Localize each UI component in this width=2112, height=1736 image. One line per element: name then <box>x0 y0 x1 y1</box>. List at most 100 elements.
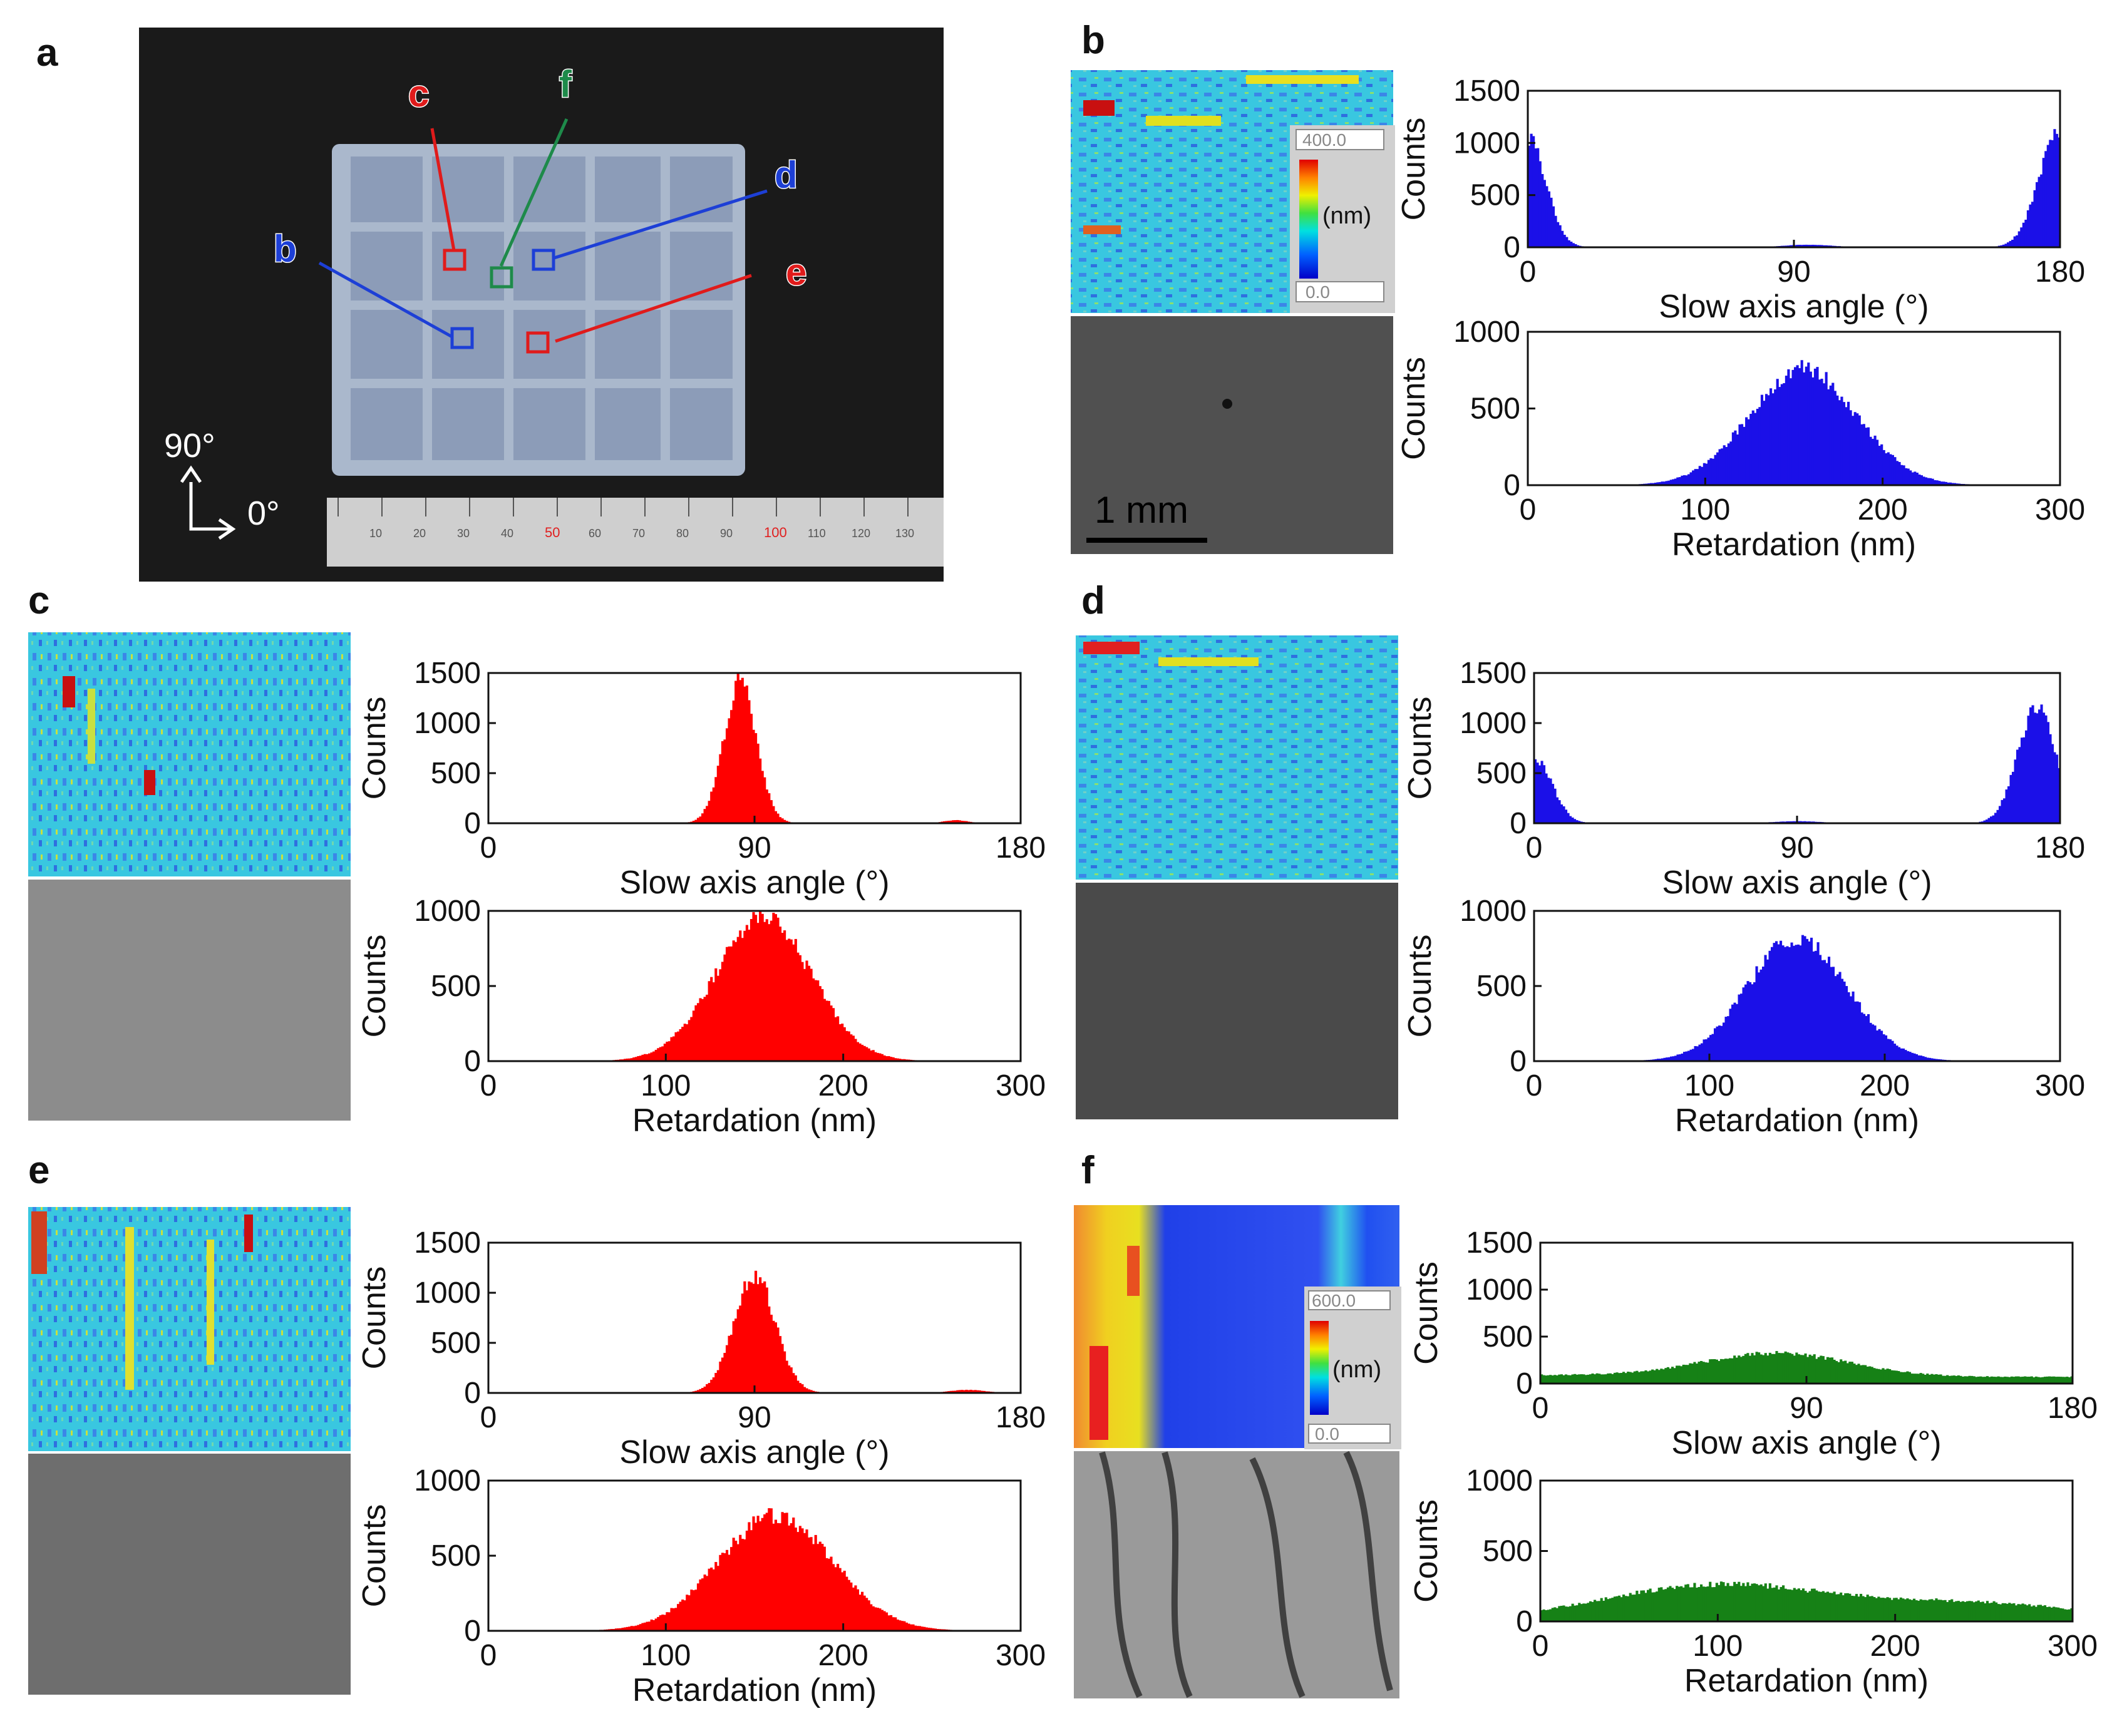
y-tick-label: 0 <box>1516 1367 1533 1400</box>
histogram-bar <box>714 1562 718 1631</box>
histogram-bar <box>2026 1377 2029 1384</box>
histogram-bar <box>1797 821 1800 823</box>
histogram-bar <box>1840 396 1843 485</box>
histogram-bar <box>2037 177 2041 247</box>
histogram-bar <box>1574 1374 1577 1384</box>
histogram-bar <box>1528 145 1531 247</box>
histogram-bar <box>1669 1369 1672 1384</box>
histogram-bar <box>1556 797 1559 823</box>
histogram-bar <box>2054 1607 2058 1621</box>
histogram-bar <box>1691 1364 1694 1384</box>
histogram-bar <box>761 1518 764 1631</box>
histogram-bar <box>1809 245 1812 247</box>
y-tick-label: 500 <box>1470 179 1520 212</box>
histogram-bar <box>621 1628 624 1631</box>
histogram-bar <box>2032 1377 2036 1384</box>
histogram-bar <box>1550 197 1553 247</box>
x-tick-label: 300 <box>2035 493 2085 526</box>
histogram-bar <box>690 1590 693 1631</box>
histogram-bar <box>1542 1375 1545 1384</box>
ruler-label: 130 <box>895 527 914 540</box>
histogram-bar <box>919 1626 922 1631</box>
histogram-bar <box>1726 1583 1729 1621</box>
histogram-bar <box>1966 1376 1969 1384</box>
histogram-bar <box>981 1390 984 1393</box>
histogram-bar <box>803 1533 806 1631</box>
histogram-bar <box>1949 482 1952 485</box>
histogram-bar <box>2053 1606 2056 1621</box>
histogram-bar <box>723 1553 726 1631</box>
marker-label-c: c <box>408 73 429 115</box>
histogram-bar <box>1532 136 1535 247</box>
histogram-bar <box>2061 1608 2064 1621</box>
histogram-bar <box>1924 477 1928 485</box>
histogram-c-retardation: 0 100 200 300 0 500 1000 Retardation (nm) Counts <box>356 895 1046 1139</box>
histogram-bar <box>1676 1054 1679 1061</box>
histogram-bar <box>1771 1353 1774 1384</box>
ruler-label: 10 <box>369 527 382 540</box>
histogram-bar <box>750 919 753 1061</box>
histogram-bar <box>943 821 946 823</box>
x-tick-label: 300 <box>996 1639 1046 1672</box>
histogram-bar <box>1981 1377 1984 1384</box>
histogram-bar <box>1676 1586 1679 1621</box>
histogram-bar <box>1746 1582 1749 1621</box>
histogram-bar <box>2044 715 2048 823</box>
histogram-bar <box>2057 1607 2060 1621</box>
histogram-bar <box>721 741 724 823</box>
histogram-bar <box>1729 1586 1732 1621</box>
histogram-bar <box>1968 1601 1971 1621</box>
y-axis-label: Counts <box>1396 118 1432 221</box>
histogram-bar <box>708 1568 711 1631</box>
histogram-bar <box>899 1059 902 1061</box>
y-tick-label: 500 <box>1476 970 1527 1003</box>
histogram-bar <box>683 1600 686 1631</box>
x-tick-label: 0 <box>480 831 497 865</box>
histogram-bar <box>2028 1377 2031 1384</box>
histogram-bar <box>1846 1593 1849 1621</box>
histogram-bar <box>1685 1051 1688 1061</box>
histogram-bar <box>1793 945 1796 1061</box>
histogram-bar <box>626 1626 629 1631</box>
histogram-bar <box>1644 1593 1647 1621</box>
histogram-bar <box>1914 471 1917 485</box>
histogram-bar <box>1666 1057 1669 1061</box>
histogram-bar <box>1571 817 1574 823</box>
histogram-bar <box>1617 1595 1621 1621</box>
histogram-bar <box>1968 1375 1971 1384</box>
histogram-bar <box>2022 737 2026 823</box>
histogram-bar <box>1622 1372 1625 1384</box>
histogram-bar <box>1930 1374 1934 1384</box>
histogram-bar <box>1929 478 1932 485</box>
histogram-bar <box>1895 1370 1898 1384</box>
histogram-bar <box>1680 1366 1683 1384</box>
histogram-bar <box>1865 1015 1868 1061</box>
histogram-bar <box>1665 481 1668 485</box>
histogram-bar <box>1899 1372 1902 1384</box>
histogram-bar <box>1867 427 1870 485</box>
histogram-bar <box>679 1029 682 1061</box>
histogram-bar <box>1913 1374 1916 1384</box>
histogram-bar <box>739 1305 742 1393</box>
histogram-f-angle: 0 90 180 0 500 1000 1500 Slow axis angle (°) Cou… <box>1408 1226 2098 1461</box>
histogram-bar <box>692 1590 695 1631</box>
histogram-bar <box>2007 786 2011 823</box>
x-tick-label: 180 <box>2048 1392 2098 1425</box>
greyscale-image-c <box>28 880 351 1121</box>
histogram-bar <box>1995 1602 1998 1621</box>
histogram-bar <box>1742 1583 1745 1621</box>
histogram-bar <box>1670 1056 1673 1061</box>
histogram-bar <box>887 1615 890 1631</box>
histogram-bar <box>1637 1372 1641 1384</box>
histogram-bar <box>1959 1375 1962 1384</box>
histogram-bar <box>1753 1355 1756 1384</box>
histogram-bar <box>1992 1377 1996 1384</box>
histogram-bar <box>2047 722 2050 823</box>
histogram-bar <box>1547 778 1550 823</box>
histogram-bar <box>1631 1595 1634 1621</box>
histogram-bar <box>1719 1358 1723 1384</box>
histogram-bar <box>1853 1364 1856 1384</box>
histogram-bar <box>776 813 780 823</box>
histogram-bar <box>1800 1590 1803 1621</box>
histogram-bar <box>1911 472 1914 485</box>
